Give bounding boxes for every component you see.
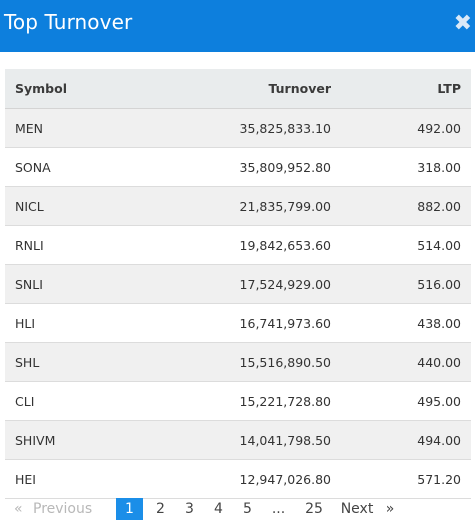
turnover-cell: 15,221,728.80: [185, 381, 341, 421]
turnover-cell: 14,041,798.50: [185, 420, 341, 460]
ltp-cell: 571.20: [341, 459, 471, 499]
symbol-cell[interactable]: CLI: [5, 381, 185, 421]
table-row[interactable]: NICL 21,835,799.00 882.00: [5, 186, 471, 226]
turnover-cell: 21,835,799.00: [185, 186, 341, 226]
column-header-symbol[interactable]: Symbol: [5, 69, 185, 109]
pagination: « Previous 1 2 3 4 5 ... 25 Next »: [14, 497, 397, 521]
ltp-cell: 492.00: [341, 108, 471, 148]
page-link-25[interactable]: 25: [305, 501, 323, 517]
symbol-cell[interactable]: SHL: [5, 342, 185, 382]
page-link-3[interactable]: 3: [185, 501, 194, 517]
column-header-turnover[interactable]: Turnover: [185, 69, 341, 109]
next-page-link[interactable]: Next: [340, 501, 374, 517]
turnover-table: Symbol Turnover LTP MEN 35,825,833.10 49…: [5, 69, 471, 499]
symbol-cell[interactable]: MEN: [5, 108, 185, 148]
turnover-cell: 12,947,026.80: [185, 459, 341, 499]
ltp-cell: 495.00: [341, 381, 471, 421]
page-link-2[interactable]: 2: [156, 501, 165, 517]
ltp-cell: 438.00: [341, 303, 471, 343]
turnover-cell: 19,842,653.60: [185, 225, 341, 265]
symbol-cell[interactable]: HLI: [5, 303, 185, 343]
symbol-cell[interactable]: RNLI: [5, 225, 185, 265]
turnover-cell: 35,809,952.80: [185, 147, 341, 187]
table-row[interactable]: SNLI 17,524,929.00 516.00: [5, 264, 471, 304]
table-row[interactable]: CLI 15,221,728.80 495.00: [5, 381, 471, 421]
ltp-cell: 494.00: [341, 420, 471, 460]
close-icon[interactable]: ✖: [453, 11, 472, 36]
symbol-cell[interactable]: NICL: [5, 186, 185, 226]
ltp-cell: 514.00: [341, 225, 471, 265]
symbol-cell[interactable]: SNLI: [5, 264, 185, 304]
ltp-cell: 440.00: [341, 342, 471, 382]
panel-title: Top Turnover: [4, 10, 133, 34]
table-header-row: Symbol Turnover LTP: [5, 69, 471, 109]
pagination-ellipsis: ...: [271, 501, 286, 517]
turnover-cell: 15,516,890.50: [185, 342, 341, 382]
ltp-cell: 516.00: [341, 264, 471, 304]
table-row[interactable]: HEI 12,947,026.80 571.20: [5, 459, 471, 499]
ltp-cell: 882.00: [341, 186, 471, 226]
previous-arrow-icon: «: [14, 501, 23, 517]
table-row[interactable]: SHIVM 14,041,798.50 494.00: [5, 420, 471, 460]
turnover-cell: 17,524,929.00: [185, 264, 341, 304]
symbol-cell[interactable]: HEI: [5, 459, 185, 499]
ltp-cell: 318.00: [341, 147, 471, 187]
symbol-cell[interactable]: SONA: [5, 147, 185, 187]
next-arrow-icon[interactable]: »: [385, 501, 395, 517]
table-row[interactable]: SONA 35,809,952.80 318.00: [5, 147, 471, 187]
table-row[interactable]: HLI 16,741,973.60 438.00: [5, 303, 471, 343]
page-link-1[interactable]: 1: [116, 498, 143, 520]
symbol-cell[interactable]: SHIVM: [5, 420, 185, 460]
table-row[interactable]: RNLI 19,842,653.60 514.00: [5, 225, 471, 265]
turnover-cell: 16,741,973.60: [185, 303, 341, 343]
previous-page-link[interactable]: Previous: [33, 501, 93, 517]
table-row[interactable]: SHL 15,516,890.50 440.00: [5, 342, 471, 382]
panel-header: Top Turnover ✖: [0, 0, 475, 52]
table-row[interactable]: MEN 35,825,833.10 492.00: [5, 108, 471, 148]
turnover-cell: 35,825,833.10: [185, 108, 341, 148]
column-header-ltp[interactable]: LTP: [341, 69, 471, 109]
page-link-5[interactable]: 5: [243, 501, 252, 517]
page-link-4[interactable]: 4: [214, 501, 223, 517]
